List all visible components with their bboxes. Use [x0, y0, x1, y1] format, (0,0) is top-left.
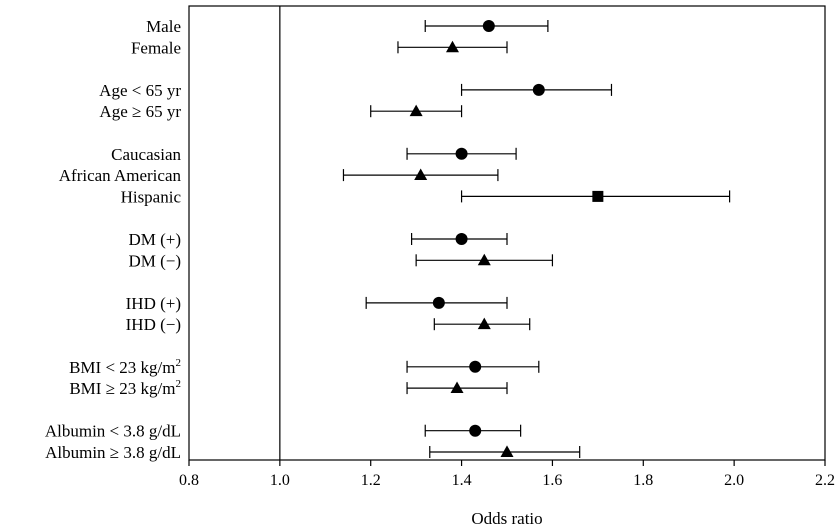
- point-marker-circle: [469, 424, 482, 437]
- point-marker-triangle: [414, 168, 428, 181]
- point-marker-circle: [482, 20, 495, 32]
- x-axis-title: Odds ratio: [471, 509, 542, 528]
- point-marker-circle: [469, 360, 482, 373]
- point-marker-square: [592, 190, 604, 202]
- row-label-superscript: 2: [176, 357, 182, 369]
- row-label: BMI ≥ 23 kg/m2: [69, 378, 181, 398]
- plot-frame: [188, 5, 826, 461]
- row-label: Albumin ≥ 3.8 g/dL: [45, 443, 181, 462]
- point-marker-circle: [432, 296, 445, 309]
- x-tick-label: 0.8: [179, 472, 199, 489]
- row-label: DM (+): [128, 230, 181, 249]
- row-label: African American: [59, 166, 182, 185]
- point-marker-circle: [455, 147, 468, 160]
- point-marker-circle: [532, 83, 545, 96]
- point-marker-circle: [455, 233, 468, 245]
- point-marker-triangle: [450, 381, 464, 394]
- row-label: IHD (−): [126, 315, 181, 334]
- row-label-superscript: 2: [176, 378, 182, 390]
- x-tick-label: 1.4: [452, 472, 472, 489]
- row-label: Hispanic: [121, 187, 182, 206]
- row-label: Age ≥ 65 yr: [99, 102, 181, 121]
- point-markers: [409, 20, 604, 457]
- point-marker-triangle: [445, 40, 459, 53]
- point-marker-triangle: [477, 317, 491, 330]
- x-tick-label: 1.8: [633, 472, 653, 489]
- row-label: DM (−): [128, 251, 181, 270]
- x-tick-label: 2.2: [815, 472, 835, 489]
- row-label: Age < 65 yr: [99, 81, 181, 100]
- x-tick-label: 1.6: [542, 472, 562, 489]
- x-axis: 0.8 1.0 1.2 1.4 1.6 1.8 2.0 2.2: [179, 460, 835, 489]
- row-label: Albumin < 3.8 g/dL: [45, 422, 181, 441]
- x-tick-label: 1.2: [361, 472, 381, 489]
- x-tick-label: 2.0: [724, 472, 744, 489]
- row-label: IHD (+): [126, 294, 181, 313]
- row-label: Caucasian: [111, 145, 181, 164]
- row-label: Female: [131, 38, 181, 57]
- row-labels: Male Female Age < 65 yr Age ≥ 65 yr Caucasia…: [45, 17, 182, 462]
- point-marker-triangle: [477, 253, 491, 266]
- x-tick-label: 1.0: [270, 472, 290, 489]
- row-label: Male: [146, 17, 181, 36]
- row-label: BMI < 23 kg/m2: [69, 357, 181, 377]
- point-marker-triangle: [500, 445, 514, 457]
- point-marker-triangle: [409, 104, 423, 117]
